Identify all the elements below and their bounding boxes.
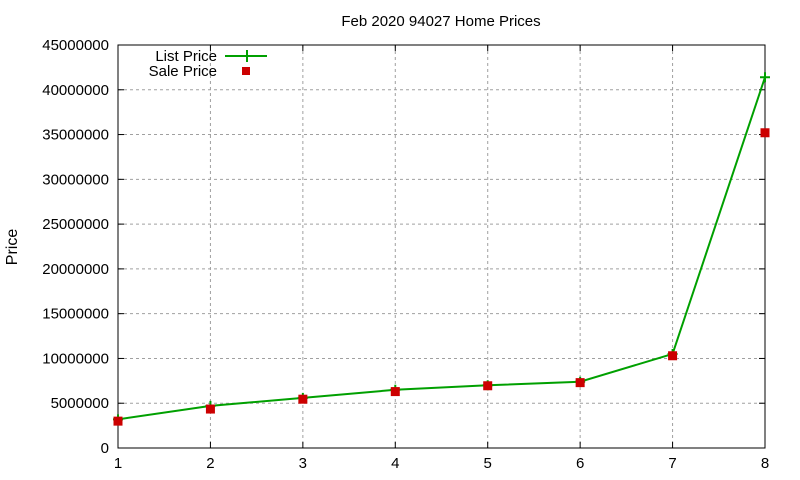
data-series — [113, 72, 770, 426]
square-marker-icon — [668, 351, 678, 361]
y-tick-label: 40000000 — [42, 82, 109, 99]
x-tick-label: 5 — [484, 455, 492, 472]
x-tick-label: 7 — [668, 455, 676, 472]
square-marker-icon — [483, 381, 493, 391]
square-marker-icon — [113, 416, 123, 426]
y-tick-label: 35000000 — [42, 127, 109, 144]
y-tick-label: 30000000 — [42, 171, 109, 188]
grid-lines — [118, 45, 765, 448]
x-tick-label: 6 — [576, 455, 584, 472]
square-marker-icon — [575, 378, 585, 388]
plus-marker-icon — [760, 72, 770, 83]
x-tick-label: 4 — [391, 455, 399, 472]
x-tick-label: 3 — [299, 455, 307, 472]
y-axis-ticks: 0 5000000 10000000 15000000 20000000 25000000… — [42, 37, 765, 457]
y-tick-label: 0 — [101, 440, 109, 457]
series-line — [117, 76, 766, 421]
y-axis-label: Price — [4, 229, 21, 266]
plot-border — [117, 44, 766, 449]
y-tick-label: 10000000 — [42, 350, 109, 367]
y-tick-label: 5000000 — [51, 395, 109, 412]
legend: List Price Sale Price — [149, 48, 267, 80]
legend-label-list-price: List Price — [155, 48, 217, 65]
x-tick-label: 8 — [761, 455, 769, 472]
x-tick-label: 1 — [114, 455, 122, 472]
y-tick-label: 45000000 — [42, 37, 109, 54]
y-tick-label: 20000000 — [42, 261, 109, 278]
y-tick-label: 15000000 — [42, 306, 109, 323]
chart-title: Feb 2020 94027 Home Prices — [341, 13, 540, 30]
legend-label-sale-price: Sale Price — [149, 63, 217, 80]
square-marker-icon — [298, 394, 308, 404]
square-marker-icon — [760, 128, 770, 138]
x-tick-label: 2 — [206, 455, 214, 472]
y-tick-label: 25000000 — [42, 216, 109, 233]
legend-plus-icon — [241, 50, 253, 62]
square-marker-icon — [205, 404, 215, 414]
legend-square-icon — [242, 67, 250, 75]
square-marker-icon — [390, 387, 400, 397]
